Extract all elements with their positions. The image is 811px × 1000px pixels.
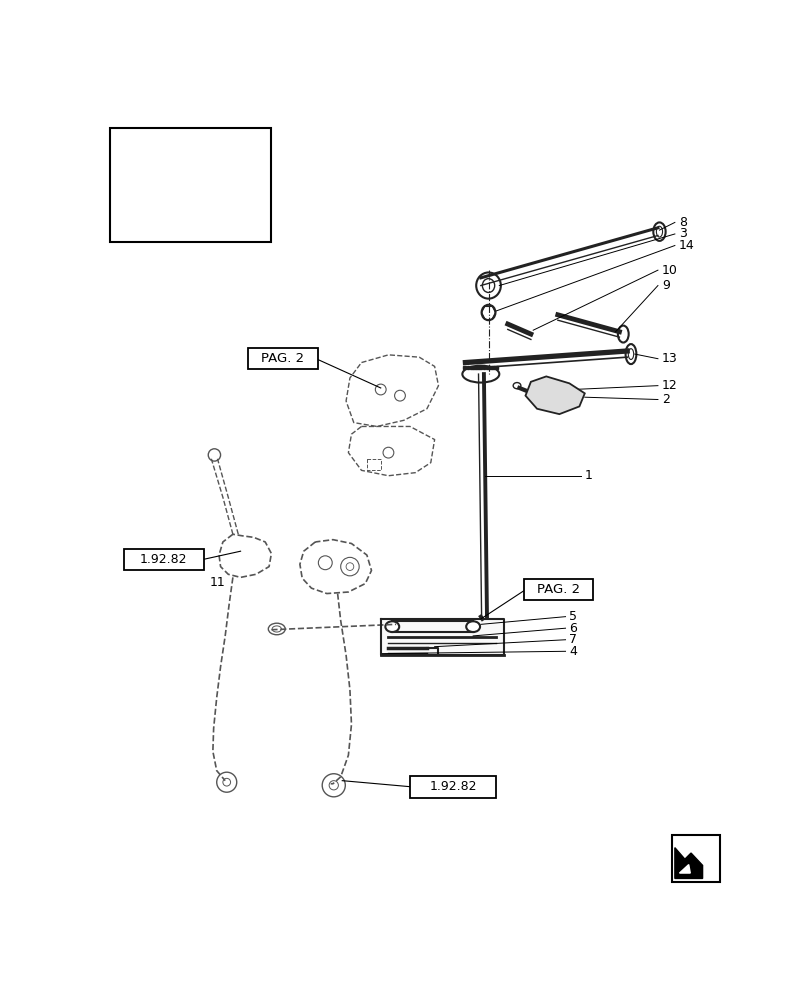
Text: 13: 13: [661, 352, 676, 365]
Ellipse shape: [513, 383, 520, 389]
Text: 9: 9: [661, 279, 669, 292]
Ellipse shape: [481, 305, 495, 320]
Ellipse shape: [475, 272, 500, 299]
Bar: [469, 366, 472, 369]
FancyBboxPatch shape: [523, 579, 593, 600]
Bar: [478, 366, 482, 369]
Ellipse shape: [617, 326, 628, 343]
Text: 1: 1: [584, 469, 592, 482]
Text: 10: 10: [661, 264, 677, 277]
Polygon shape: [679, 865, 689, 873]
Bar: [466, 366, 469, 369]
Ellipse shape: [461, 366, 499, 383]
Ellipse shape: [466, 621, 479, 632]
Text: 8: 8: [678, 216, 686, 229]
Ellipse shape: [268, 623, 285, 635]
Bar: [488, 366, 491, 369]
FancyBboxPatch shape: [410, 776, 496, 798]
Bar: [109, 128, 271, 242]
Text: 6: 6: [569, 622, 577, 635]
Bar: [472, 366, 475, 369]
Text: 4: 4: [569, 645, 577, 658]
Bar: [671, 835, 719, 882]
Text: 11: 11: [209, 576, 225, 588]
Text: 3: 3: [678, 227, 686, 240]
Text: 1.92.82: 1.92.82: [429, 780, 476, 793]
Bar: [482, 366, 485, 369]
Bar: [475, 366, 478, 369]
Text: 5: 5: [569, 610, 577, 623]
Text: 12: 12: [661, 379, 676, 392]
Polygon shape: [525, 376, 584, 414]
Bar: [491, 366, 495, 369]
Text: 14: 14: [678, 239, 693, 252]
Text: 2: 2: [661, 393, 669, 406]
FancyBboxPatch shape: [248, 348, 317, 369]
Bar: [485, 366, 488, 369]
Ellipse shape: [653, 222, 665, 241]
Text: 7: 7: [569, 633, 577, 646]
Bar: [463, 366, 466, 369]
Text: PAG. 2: PAG. 2: [536, 583, 579, 596]
Ellipse shape: [385, 621, 399, 632]
FancyBboxPatch shape: [123, 549, 204, 570]
Bar: [495, 366, 498, 369]
Ellipse shape: [624, 344, 636, 364]
Text: PAG. 2: PAG. 2: [261, 352, 304, 365]
Polygon shape: [674, 848, 702, 878]
Text: 1.92.82: 1.92.82: [139, 553, 187, 566]
Polygon shape: [380, 619, 504, 655]
